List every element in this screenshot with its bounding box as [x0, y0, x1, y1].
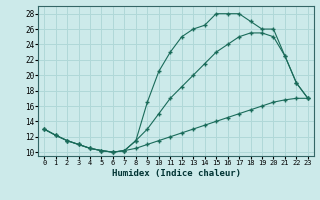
X-axis label: Humidex (Indice chaleur): Humidex (Indice chaleur) — [111, 169, 241, 178]
